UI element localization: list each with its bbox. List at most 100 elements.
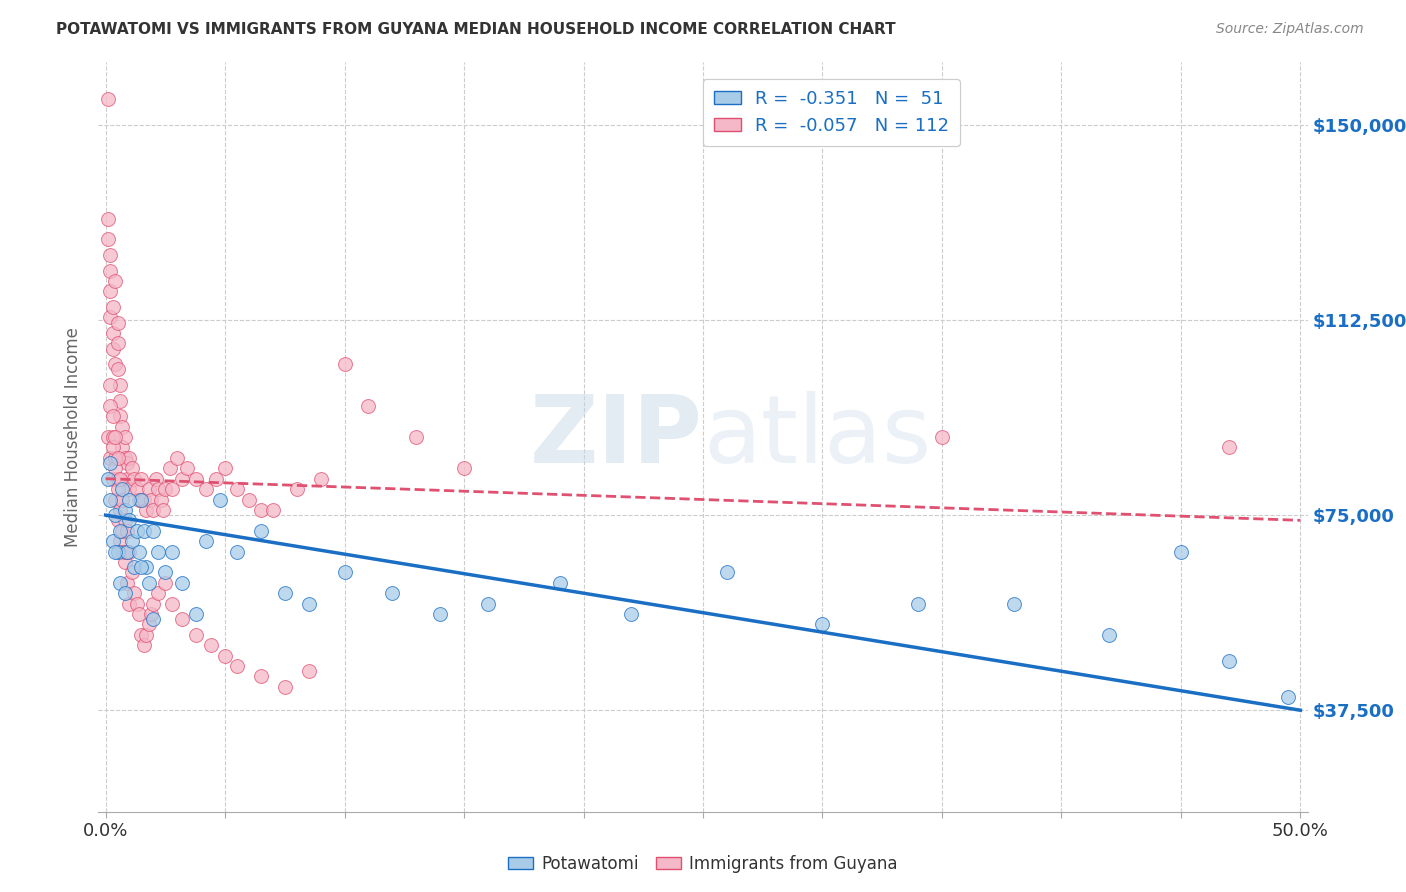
Point — [132, 492, 155, 507]
Text: ZIP: ZIP — [530, 391, 703, 483]
Point — [107, 513, 129, 527]
Point — [155, 566, 177, 580]
Point — [226, 544, 249, 558]
Point — [135, 560, 157, 574]
Y-axis label: Median Household Income: Median Household Income — [65, 327, 83, 547]
Point — [135, 503, 157, 517]
Point — [309, 472, 332, 486]
Point — [1218, 441, 1240, 455]
Point — [108, 503, 131, 517]
Point — [118, 450, 141, 465]
Point — [107, 472, 129, 486]
Point — [107, 450, 129, 465]
Point — [132, 638, 155, 652]
Point — [101, 441, 124, 455]
Point — [114, 544, 136, 558]
Point — [98, 310, 121, 325]
Point — [107, 362, 129, 376]
Point — [250, 524, 273, 538]
Point — [176, 461, 198, 475]
Point — [101, 342, 124, 356]
Point — [115, 524, 138, 538]
Point — [104, 508, 127, 523]
Point — [142, 503, 165, 517]
Point — [128, 492, 150, 507]
Point — [108, 472, 131, 486]
Point — [104, 492, 127, 507]
Point — [101, 430, 124, 444]
Point — [107, 482, 129, 496]
Point — [285, 482, 308, 496]
Point — [155, 482, 177, 496]
Point — [204, 472, 226, 486]
Point — [131, 628, 153, 642]
Point — [115, 544, 138, 558]
Point — [138, 617, 160, 632]
Point — [114, 555, 136, 569]
Point — [250, 503, 273, 517]
Point — [122, 586, 145, 600]
Point — [274, 680, 297, 694]
Point — [122, 472, 145, 486]
Point — [298, 664, 321, 679]
Point — [98, 378, 121, 392]
Point — [162, 482, 184, 496]
Point — [381, 586, 404, 600]
Point — [226, 482, 249, 496]
Point — [104, 544, 127, 558]
Point — [250, 669, 273, 683]
Point — [104, 430, 127, 444]
Point — [145, 472, 167, 486]
Point — [298, 597, 321, 611]
Point — [274, 586, 297, 600]
Point — [104, 461, 127, 475]
Point — [98, 248, 121, 262]
Point — [238, 492, 260, 507]
Point — [107, 336, 129, 351]
Point — [98, 456, 121, 470]
Point — [477, 597, 499, 611]
Point — [152, 503, 174, 517]
Point — [162, 544, 184, 558]
Point — [118, 492, 141, 507]
Point — [125, 482, 148, 496]
Point — [101, 300, 124, 314]
Point — [131, 472, 153, 486]
Point — [146, 482, 169, 496]
Point — [1218, 654, 1240, 668]
Point — [111, 419, 134, 434]
Point — [214, 648, 236, 663]
Point — [108, 534, 131, 549]
Point — [98, 399, 121, 413]
Point — [194, 534, 217, 549]
Point — [146, 544, 169, 558]
Point — [333, 357, 356, 371]
Point — [111, 441, 134, 455]
Point — [108, 393, 131, 408]
Point — [159, 461, 181, 475]
Text: Source: ZipAtlas.com: Source: ZipAtlas.com — [1216, 22, 1364, 37]
Point — [101, 472, 124, 486]
Point — [107, 544, 129, 558]
Point — [138, 482, 160, 496]
Point — [170, 472, 193, 486]
Point — [170, 612, 193, 626]
Point — [209, 492, 232, 507]
Point — [118, 482, 141, 496]
Point — [115, 456, 138, 470]
Point — [931, 430, 953, 444]
Point — [333, 566, 356, 580]
Point — [125, 597, 148, 611]
Point — [108, 409, 131, 424]
Point — [114, 503, 136, 517]
Point — [142, 597, 165, 611]
Point — [121, 534, 143, 549]
Point — [114, 513, 136, 527]
Point — [97, 430, 120, 444]
Point — [620, 607, 643, 621]
Point — [104, 274, 127, 288]
Point — [111, 482, 134, 496]
Point — [146, 586, 169, 600]
Point — [111, 492, 134, 507]
Point — [111, 544, 134, 558]
